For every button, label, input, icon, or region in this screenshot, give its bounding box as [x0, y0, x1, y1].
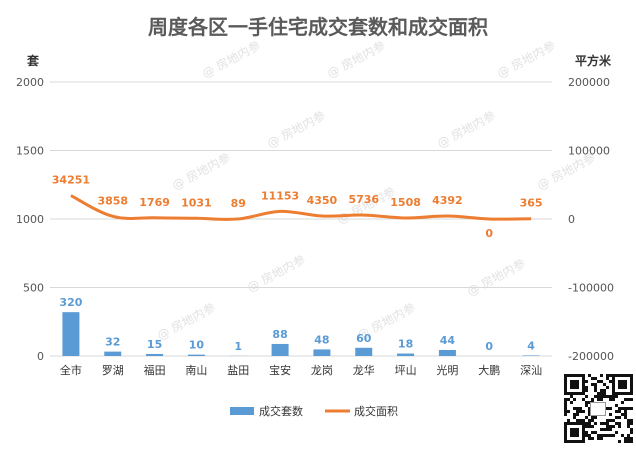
bar-data-label: 1: [234, 340, 242, 353]
x-tick-label: 龙华: [353, 363, 375, 377]
line-path: [70, 194, 532, 221]
y-right-ticks: -200000 -100000 0 100000 200000: [568, 76, 614, 363]
watermark-text: @ 房地内参: [434, 107, 497, 150]
x-categories: 全市 罗湖 福田 南山 盐田 宝安 龙岗 龙华 坪山 光明 大鹏 深汕: [60, 363, 542, 377]
bar-data-label: 48: [314, 333, 329, 346]
watermark-text: @ 房地内参: [324, 37, 387, 80]
line-data-label: 89: [231, 197, 246, 210]
watermark-text: @ 房地内参: [264, 107, 327, 150]
legend: 成交套数 成交面积: [230, 404, 398, 418]
bar: [355, 347, 373, 356]
line-data-label: 1031: [181, 196, 212, 209]
bar: [438, 349, 456, 356]
y-right-tick-label: 200000: [568, 76, 610, 89]
y-right-unit: 平方米: [575, 53, 612, 68]
bar: [522, 355, 540, 356]
y-left-tick-label: 1500: [16, 145, 44, 158]
bar-data-label: 10: [189, 339, 205, 352]
x-tick-label: 盐田: [227, 364, 249, 377]
legend-line-label: 成交面积: [354, 404, 398, 418]
x-tick-label: 南山: [185, 364, 207, 377]
y-right-tick-label: -100000: [568, 282, 614, 295]
x-tick-label: 罗湖: [102, 364, 124, 377]
bar-data-label: 32: [105, 336, 120, 349]
y-left-tick-label: 1000: [16, 213, 44, 226]
line-data-label: 11153: [261, 189, 299, 202]
legend-bar-swatch: [230, 407, 254, 415]
bar-series: 320 32 15 10 1 88 48 60 18 44 0 4: [59, 296, 540, 356]
watermark-text: @ 房地内参: [464, 255, 527, 298]
bar-data-label: 88: [272, 328, 287, 341]
y-left-unit: 套: [26, 53, 40, 68]
line-series: 34251 3858 1769 1031 89 11153 4350 5736 1508 4392…: [52, 174, 543, 240]
bar: [313, 349, 331, 356]
line-data-label: 0: [485, 227, 493, 240]
bar-data-label: 18: [398, 338, 413, 351]
watermarks: @ 房地内参 @ 房地内参 @ 房地内参@ 房地内参 @ 房地内参@ 房地内参 @ 房地…: [154, 37, 597, 342]
bar-data-label: 320: [59, 296, 82, 309]
qr-code-icon: [563, 373, 633, 445]
bar: [62, 312, 80, 356]
bar: [397, 353, 415, 356]
x-tick-label: 龙岗: [311, 364, 333, 377]
bar: [271, 343, 289, 356]
watermark-text: @ 房地内参: [199, 37, 262, 80]
x-tick-label: 光明: [436, 363, 458, 377]
line-data-label: 34251: [52, 174, 90, 187]
line-data-label: 5736: [348, 193, 379, 206]
line-data-label: 4392: [432, 194, 463, 207]
bar-data-label: 0: [485, 340, 493, 353]
y-right-tick-label: 0: [568, 213, 575, 226]
line-data-label: 1508: [390, 196, 421, 209]
watermark-text: @ 房地内参: [494, 37, 557, 80]
x-tick-label: 坪山: [395, 364, 417, 377]
y-left-ticks: 0 500 1000 1500 2000: [16, 76, 44, 363]
y-left-tick-label: 0: [37, 350, 44, 363]
y-right-tick-label: -200000: [568, 350, 614, 363]
x-tick-label: 福田: [144, 363, 166, 377]
bar: [146, 353, 164, 356]
bar-data-label: 15: [147, 338, 162, 351]
bar: [187, 354, 205, 356]
x-tick-label: 全市: [60, 363, 82, 377]
x-tick-label: 大鹏: [478, 363, 500, 377]
y-right-tick-label: 100000: [568, 145, 610, 158]
watermark-text: @ 房地内参: [244, 251, 307, 294]
bar-data-label: 44: [440, 334, 456, 347]
line-data-label: 1769: [139, 196, 170, 209]
x-tick-label: 宝安: [269, 363, 291, 377]
line-data-label: 4350: [307, 194, 338, 207]
y-left-tick-label: 2000: [16, 76, 44, 89]
watermark-text: @ 房地内参: [169, 149, 232, 192]
bar: [104, 351, 122, 356]
line-data-label: 365: [520, 197, 543, 210]
y-left-tick-label: 500: [23, 282, 44, 295]
legend-bar-label: 成交套数: [259, 404, 303, 418]
line-data-label: 3858: [97, 194, 128, 207]
watermark-text: @ 房地内参: [154, 299, 217, 342]
bar-data-label: 4: [527, 339, 535, 352]
bar-data-label: 60: [356, 332, 372, 345]
x-tick-label: 深汕: [520, 364, 542, 377]
chart-title: 周度各区一手住宅成交套数和成交面积: [148, 15, 488, 39]
qr-logo-icon: [590, 402, 606, 416]
